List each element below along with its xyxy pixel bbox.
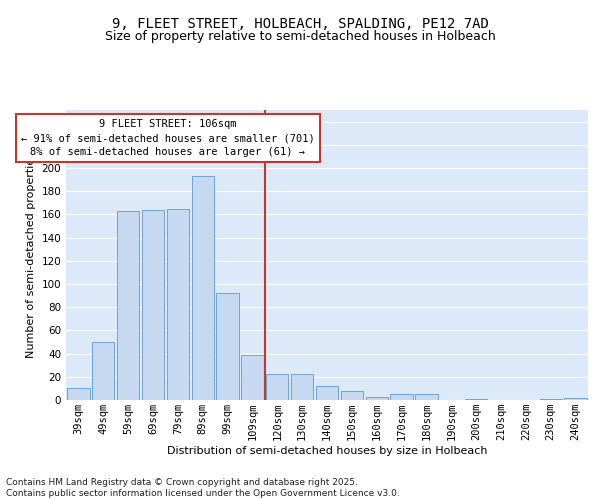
- Text: 9 FLEET STREET: 106sqm
← 91% of semi-detached houses are smaller (701)
8% of sem: 9 FLEET STREET: 106sqm ← 91% of semi-det…: [21, 120, 315, 158]
- Bar: [67, 388, 89, 400]
- Text: 9, FLEET STREET, HOLBEACH, SPALDING, PE12 7AD: 9, FLEET STREET, HOLBEACH, SPALDING, PE1…: [112, 18, 488, 32]
- Bar: [341, 390, 363, 400]
- Bar: [217, 294, 239, 400]
- Bar: [365, 396, 388, 400]
- Bar: [391, 394, 413, 400]
- Bar: [316, 386, 338, 400]
- X-axis label: Distribution of semi-detached houses by size in Holbeach: Distribution of semi-detached houses by …: [167, 446, 487, 456]
- Bar: [565, 398, 587, 400]
- Bar: [167, 208, 189, 400]
- Bar: [117, 211, 139, 400]
- Bar: [241, 355, 263, 400]
- Text: Size of property relative to semi-detached houses in Holbeach: Size of property relative to semi-detach…: [104, 30, 496, 43]
- Bar: [266, 374, 289, 400]
- Bar: [465, 399, 487, 400]
- Bar: [142, 210, 164, 400]
- Bar: [539, 399, 562, 400]
- Bar: [191, 176, 214, 400]
- Bar: [92, 342, 115, 400]
- Text: Contains HM Land Registry data © Crown copyright and database right 2025.
Contai: Contains HM Land Registry data © Crown c…: [6, 478, 400, 498]
- Bar: [415, 394, 437, 400]
- Bar: [291, 374, 313, 400]
- Y-axis label: Number of semi-detached properties: Number of semi-detached properties: [26, 152, 36, 358]
